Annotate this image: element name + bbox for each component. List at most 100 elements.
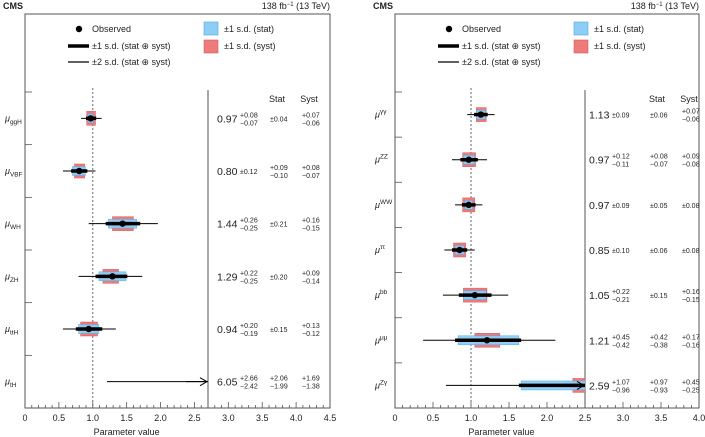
experiment-label: CMS [3,1,23,11]
total-error-down: −0.19 [240,331,258,338]
param-label: μZZ [374,154,388,165]
value-text: 1.44 [217,219,238,231]
x-axis-title: Parameter value [94,427,160,437]
value-text: 1.13 [589,110,610,122]
syst-error-down: −0.07 [302,173,320,180]
param-label: μWH [4,219,21,232]
legend-2sd-total: ±2 s.d. (stat ⊕ syst) [462,57,541,67]
param-row-WH: μWH 1.44 +0.26−0.25 ±0.21 +0.16−0.15 [4,196,320,233]
param-label: μZγ [374,379,388,390]
total-error-up: +0.26 [240,218,258,225]
param-marks [81,111,102,126]
value-text: 0.97 [589,155,610,167]
legend-1sd-total: ±1 s.d. (stat ⊕ syst) [462,41,541,51]
syst-error-up: +0.13 [302,323,320,330]
value-text: 0.85 [589,245,610,257]
stat-error: ±0.06 [650,113,668,120]
syst-error-up: +0.09 [682,154,700,161]
total-error-down: −2.42 [240,384,258,391]
x-tick-label: 3.0 [617,413,630,423]
luminosity-label: 138 fb−1 (13 TeV) [631,1,699,11]
syst-error-up: +0.17 [682,334,700,341]
luminosity-label: 138 fb−1 (13 TeV) [262,1,330,11]
total-error: ±0.10 [612,248,630,255]
param-marks [62,163,96,179]
panel-2: CMS 138 fb−1 (13 TeV) Observed ±1 s.d. (sta… [373,1,705,437]
syst-error-down: −0.25 [682,387,700,394]
plot-frame [24,13,331,409]
total-error-down: −0.42 [612,342,630,349]
value-text: 2.59 [589,380,610,392]
syst-error-down: −0.06 [302,120,320,127]
syst-error-down: −0.06 [682,117,700,124]
param-row-ZH: μZH 1.29 +0.22−0.25 ±0.20 +0.09−0.14 [4,249,320,285]
x-axis: 0 0.5 1.0 1.5 2.0 2.5 3.0 3.5 4.0 4.5 Parameter va… [22,402,336,437]
syst-error-down: −0.15 [682,297,700,304]
x-axis-title: Parameter value [468,427,534,437]
arrow-head-icon [199,377,209,387]
param-row-ττ: μττ 0.85 ±0.10 ±0.06 ±0.08 [374,227,700,258]
total-error-up: +0.22 [240,270,258,277]
stat-error-down: −0.38 [650,342,668,349]
param-label: μttH [4,324,19,337]
param-marks [442,287,509,303]
total-error-down: −0.96 [612,387,630,394]
total-error-down: −0.25 [240,278,258,285]
param-row-Zγ: μZγ 2.59 +1.07−0.96 +0.97−0.93 +0.45−0.25 [374,362,700,394]
param-label: μVBF [4,166,23,179]
syst-error-up: +1.69 [302,376,320,383]
stat-error: ±0.06 [650,248,668,255]
param-label: μtH [4,377,17,390]
value-text: 6.05 [217,377,238,389]
syst-error-up: +0.09 [302,270,320,277]
total-error: ±0.09 [612,203,630,210]
value-text: 0.97 [589,200,610,212]
stat-error-up: +0.08 [650,154,668,161]
x-tick-label: 0.5 [427,413,440,423]
param-marks [467,107,495,122]
total-error-down: −0.11 [612,162,629,169]
param-label: μbb [374,289,388,300]
x-tick-label: 1.5 [120,413,133,423]
experiment-label: CMS [373,1,393,11]
value-text: 0.97 [217,113,238,125]
total-error: ±0.09 [612,113,630,120]
syst-error-up: +0.07 [302,112,320,119]
stat-error: ±0.20 [270,274,288,281]
total-error-up: +1.07 [612,379,630,386]
value-text: 0.94 [217,324,238,336]
total-error-down: −0.07 [240,120,258,127]
total-error-down: −0.21 [612,297,630,304]
param-marks [88,216,158,231]
syst-error-down: −0.08 [682,162,700,169]
stat-error: ±0.04 [270,116,288,123]
param-row-ttH: μttH 0.94 +0.20−0.19 ±0.15 +0.13−0.12 [4,302,320,338]
x-tick-label: 3.0 [222,413,235,423]
param-label: μWW [374,199,393,210]
legend-1sd-total: ±1 s.d. (stat ⊕ syst) [92,41,171,51]
total-error-down: −0.25 [240,226,258,233]
stat-error: ±0.15 [270,327,288,334]
legend: Observed ±1 s.d. (stat ⊕ syst) ±2 s.d. (st… [68,21,275,67]
total-error-up: +0.45 [612,334,630,341]
x-tick-label: 4.5 [324,413,337,423]
param-label: μγγ [374,109,387,120]
x-tick-label: 0 [392,413,397,423]
value-text: 1.29 [217,271,238,283]
total-error-up: +2.66 [240,376,258,383]
param-label: μZH [4,271,19,284]
param-marks [444,242,475,258]
legend-observed-marker [445,25,453,33]
syst-error-down: −0.12 [302,331,320,338]
stat-error-down: −0.93 [650,387,668,394]
syst-error: ±0.08 [682,248,700,255]
observed-point [456,246,463,254]
stat-error-up: +2.06 [270,376,288,383]
value-text: 0.80 [217,166,238,178]
param-row-tH: μtH 6.05 +2.66−2.42 +2.06−1.99 +1.69−1.38 [4,354,320,391]
column-header-syst: Syst [300,94,318,104]
param-label: μμμ [374,334,388,345]
stat-error: ±0.05 [650,203,668,210]
x-tick-label: 1.5 [503,413,516,423]
